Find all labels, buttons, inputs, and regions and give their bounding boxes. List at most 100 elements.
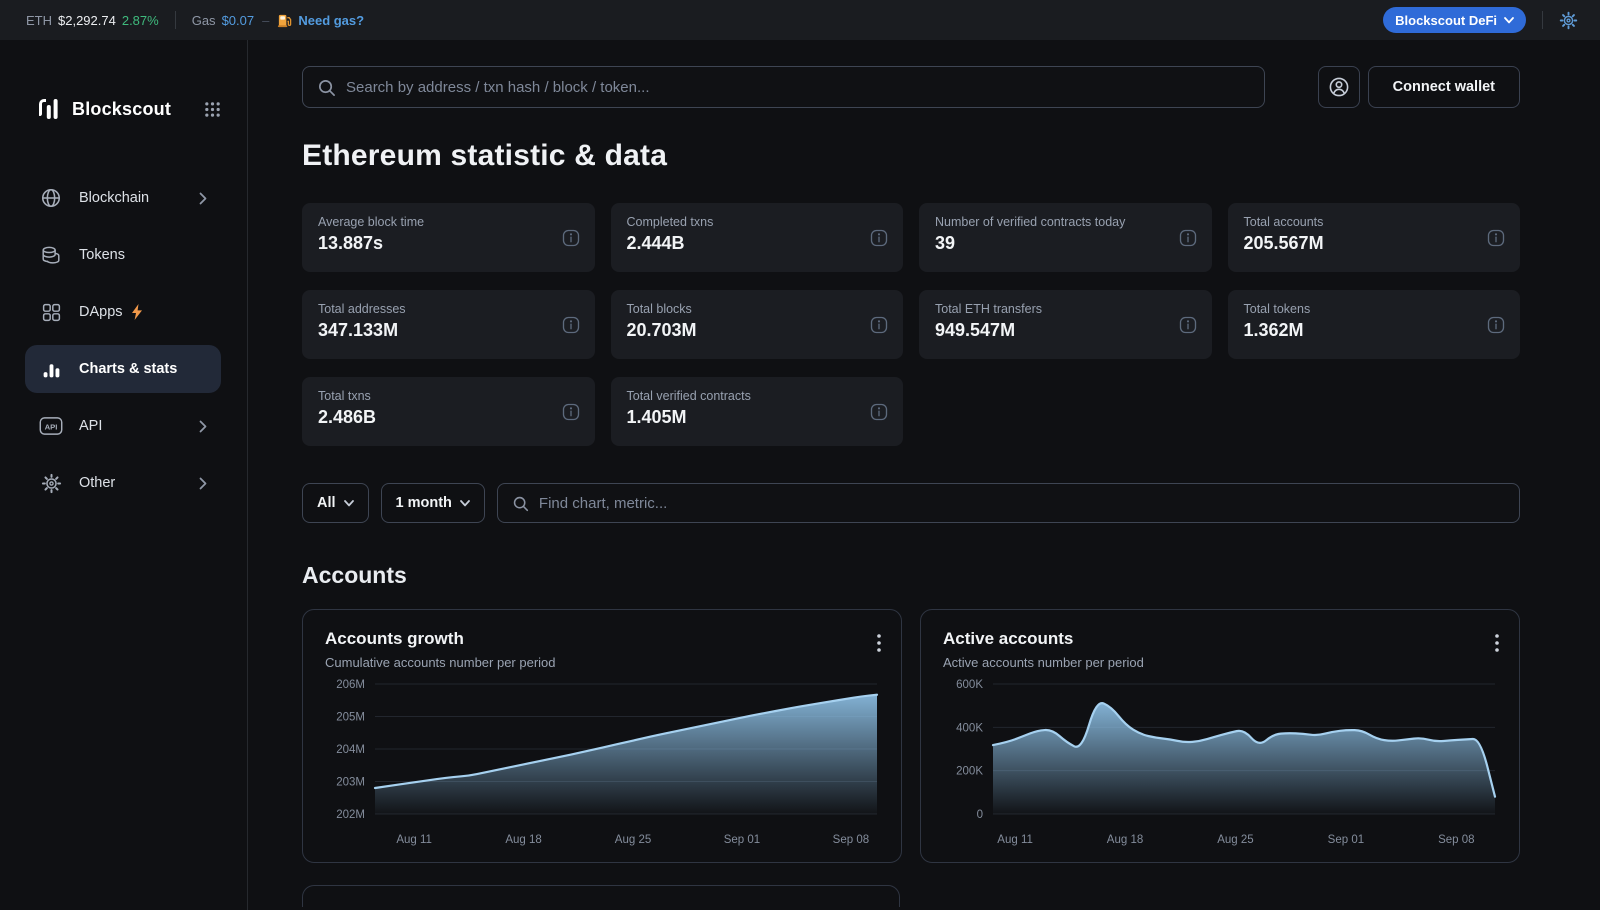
sidebar-item-dapps[interactable]: DApps: [25, 288, 221, 336]
svg-text:Sep 01: Sep 01: [1328, 834, 1364, 846]
chevron-right-icon: [199, 420, 207, 433]
svg-text:400K: 400K: [956, 722, 983, 734]
stat-card-total-blocks: Total blocks 20.703M: [610, 290, 903, 359]
accounts-growth-chart: 206M 205M 204M 203M 202M Aug 11 Aug 18 Aug 25 Se…: [336, 679, 879, 846]
sidebar-item-blockchain[interactable]: Blockchain: [25, 174, 221, 222]
header-row: Connect wallet: [302, 66, 1520, 108]
chevron-right-icon: [199, 477, 207, 490]
info-icon[interactable]: [1486, 315, 1506, 335]
chart-subtitle: Cumulative accounts number per period: [325, 655, 556, 670]
stat-value: 39: [935, 233, 956, 253]
chart-search-input[interactable]: [538, 494, 1505, 512]
info-icon[interactable]: [561, 228, 581, 248]
stat-card-total-verified-contracts: Total verified contracts 1.405M: [610, 377, 903, 446]
info-icon[interactable]: [1178, 228, 1198, 248]
sidebar-item-other[interactable]: Other: [25, 459, 221, 507]
stat-card-total-accounts: Total accounts 205.567M: [1227, 203, 1520, 272]
scope-dropdown[interactable]: All: [302, 483, 369, 523]
topbar-right: Blockscout DeFi: [1383, 7, 1578, 33]
brand-name[interactable]: Blockscout: [72, 98, 172, 119]
stats-grid: Average block time 13.887s Completed txn…: [302, 203, 1520, 446]
eth-label: ETH: [26, 12, 52, 28]
svg-text:Aug 11: Aug 11: [396, 834, 432, 846]
settings-gear-icon[interactable]: [1559, 11, 1578, 30]
chart-title: Accounts growth: [325, 629, 464, 648]
svg-text:API: API: [45, 422, 58, 431]
coins-icon: [39, 244, 63, 266]
stat-value: 205.567M: [1243, 233, 1324, 253]
svg-text:Sep 08: Sep 08: [1438, 834, 1474, 846]
stat-card-average-block-time: Average block time 13.887s: [302, 203, 595, 272]
info-icon[interactable]: [869, 228, 889, 248]
stat-value: 20.703M: [626, 320, 697, 340]
interval-dropdown[interactable]: 1 month: [380, 483, 485, 523]
stat-value: 13.887s: [318, 233, 384, 253]
info-icon[interactable]: [869, 402, 889, 422]
blockscout-defi-button[interactable]: Blockscout DeFi: [1383, 7, 1526, 33]
active-accounts-chart: 600K 400K 200K 0 Aug 11 Aug 18 Aug 25 Sep 01 Sep…: [956, 679, 1497, 846]
stat-value: 1.405M: [626, 407, 687, 427]
connect-wallet-button[interactable]: Connect wallet: [1367, 66, 1520, 108]
info-icon[interactable]: [1486, 228, 1506, 248]
need-gas-link[interactable]: Need gas?: [298, 12, 365, 28]
stat-card-total-tokens: Total tokens 1.362M: [1227, 290, 1520, 359]
top-stats-bar: ETH $2,292.74 2.87% Gas $0.07 – Need gas…: [0, 0, 1600, 40]
gear-icon: [39, 473, 63, 494]
charts-grid: Accounts growth Cumulative accounts numb…: [302, 609, 1520, 863]
global-search-input[interactable]: [346, 78, 1250, 96]
dapps-grid-icon: [39, 302, 63, 323]
svg-text:Aug 18: Aug 18: [1107, 834, 1143, 846]
info-icon[interactable]: [869, 315, 889, 335]
chevron-right-icon: [199, 192, 207, 205]
defi-button-label: Blockscout DeFi: [1395, 12, 1497, 28]
stat-value: 2.444B: [626, 233, 685, 253]
sidebar-item-tokens[interactable]: Tokens: [25, 231, 221, 279]
lightning-bolt-icon: [131, 304, 143, 320]
accounts-section-title: Accounts: [302, 562, 407, 588]
chart-subtitle: Active accounts number per period: [943, 655, 1144, 670]
stat-value: 1.362M: [1243, 320, 1304, 340]
stat-card-verified-contracts-today: Number of verified contracts today 39: [919, 203, 1212, 272]
chevron-down-icon: [460, 499, 470, 507]
scope-dropdown-label: All: [317, 495, 336, 511]
chart-title: Active accounts: [943, 629, 1074, 648]
stat-label: Total txns: [318, 389, 371, 403]
search-icon: [317, 78, 336, 97]
gas-price[interactable]: $0.07: [221, 12, 255, 28]
info-icon[interactable]: [561, 402, 581, 422]
stat-card-completed-txns: Completed txns 2.444B: [610, 203, 903, 272]
apps-grid-icon[interactable]: [204, 101, 221, 118]
next-chart-card-partial: [302, 885, 900, 907]
stat-label: Number of verified contracts today: [935, 215, 1126, 229]
info-icon[interactable]: [561, 315, 581, 335]
svg-text:Sep 01: Sep 01: [724, 834, 760, 846]
blockscout-logo-icon[interactable]: [36, 96, 62, 122]
chevron-down-icon: [343, 499, 354, 507]
topbar-divider: [1542, 11, 1543, 29]
svg-text:Aug 25: Aug 25: [615, 834, 651, 846]
info-icon[interactable]: [1178, 315, 1198, 335]
sidebar-item-label: API: [79, 418, 103, 434]
stat-label: Total ETH transfers: [935, 302, 1042, 316]
sidebar-item-charts-stats[interactable]: Charts & stats: [25, 345, 221, 393]
user-profile-icon: [1327, 75, 1351, 99]
bar-chart-icon: [39, 359, 63, 380]
search-icon: [512, 495, 529, 512]
svg-text:205M: 205M: [336, 712, 365, 724]
profile-button[interactable]: [1317, 66, 1360, 108]
stat-value: 949.547M: [935, 320, 1016, 340]
stat-label: Total addresses: [318, 302, 406, 316]
main-content: Connect wallet Ethereum statistic & data…: [248, 40, 1600, 910]
kebab-menu-icon[interactable]: [1491, 630, 1503, 656]
sidebar-item-label: Blockchain: [79, 190, 150, 206]
kebab-menu-icon[interactable]: [873, 630, 885, 656]
sidebar-item-api[interactable]: API API: [25, 402, 221, 450]
svg-text:0: 0: [977, 809, 983, 821]
svg-text:Aug 25: Aug 25: [1217, 834, 1253, 846]
stat-label: Completed txns: [626, 215, 714, 229]
global-search: [302, 66, 1265, 108]
chart-search: [496, 483, 1520, 523]
eth-price-group: ETH $2,292.74 2.87%: [26, 13, 159, 28]
stat-label: Total tokens: [1243, 302, 1311, 316]
gas-dash: –: [262, 12, 270, 28]
